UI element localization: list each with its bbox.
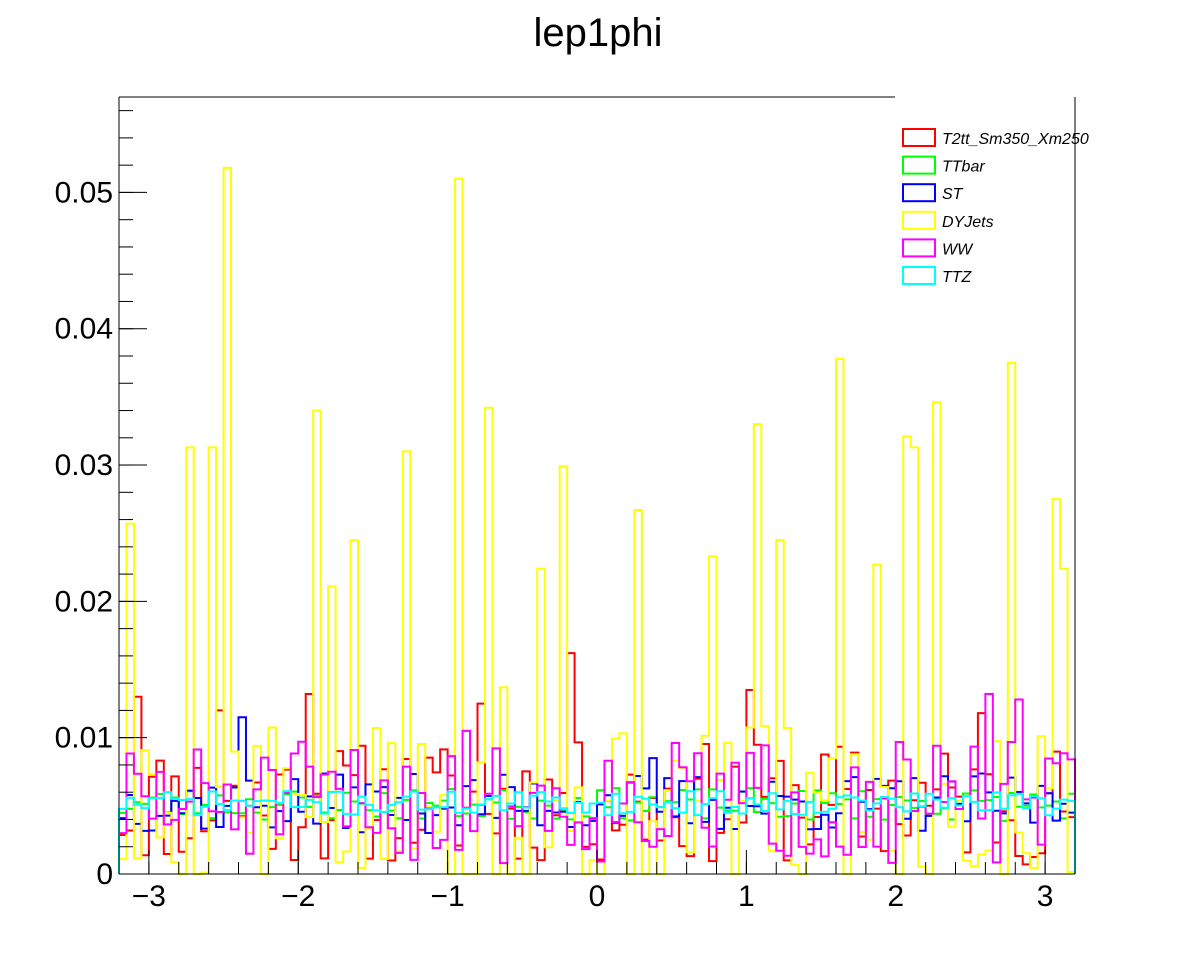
legend-swatch [902,155,936,175]
y-tick-label: 0.01 [55,722,113,755]
legend-swatch [902,266,936,285]
series-line-ww [118,693,1076,874]
legend-label: DYJets [942,214,994,231]
x-tick-label: 3 [1037,880,1054,913]
legend-swatch [902,128,936,147]
x-tick-label: 2 [887,880,904,913]
y-tick-label: 0.03 [55,449,113,482]
legend-label: T2tt_Sm350_Xm250 [942,131,1089,148]
x-tick-label: −3 [132,880,166,913]
legend-swatch [902,210,936,230]
y-tick-label: 0.04 [55,313,113,346]
legend: T2tt_Sm350_Xm250 TTbar ST DYJets WW TTZ [897,118,1089,298]
legend-swatch [902,238,936,258]
legend-label: TTbar [942,159,985,176]
legend-swatch [902,183,936,203]
y-tick-label: 0.05 [55,176,113,209]
x-tick-label: −1 [431,880,465,913]
series-line-ttz [118,790,1076,874]
chart-title: lep1phi [533,11,662,55]
x-tick-label: 0 [589,880,606,913]
y-tick-label: 0 [96,858,113,891]
legend-label: ST [942,186,964,203]
y-tick-label: 0.02 [55,585,113,618]
axes-layer: 0 0.01 0.02 0.03 0.04 0.05 −3 −2 −1 0 1 2 3 [55,96,1076,913]
legend-label: TTZ [942,269,973,286]
x-tick-label: 1 [738,880,755,913]
x-tick-label: −2 [281,880,315,913]
legend-label: WW [942,241,974,258]
